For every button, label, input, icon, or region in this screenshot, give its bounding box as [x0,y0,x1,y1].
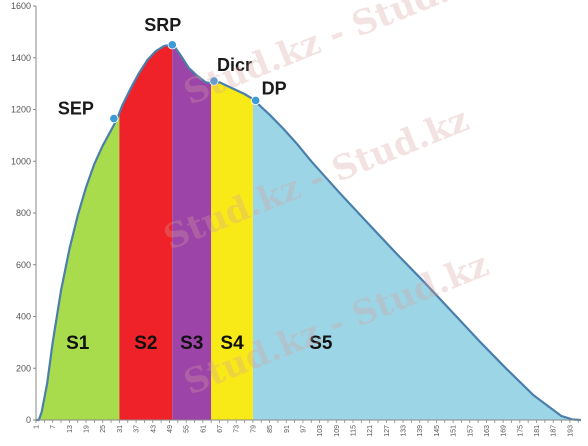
y-tick-label: 1200 [11,105,31,115]
point-label-sep: SEP [58,99,94,119]
region-s4 [211,82,253,421]
curve-line [36,43,582,422]
y-tick-label: 200 [16,363,31,373]
region-label-s5: S5 [309,333,333,354]
y-tick-label: 800 [16,208,31,218]
x-tick-label: 97 [300,425,307,433]
y-tick-label: 0 [26,415,31,425]
x-tick-label: 55 [184,425,191,433]
x-tick-label: 193 [567,425,574,437]
x-tick-label: 37 [134,425,141,433]
x-tick-label: 19 [84,425,91,433]
watermark-text: Stud.kz - Stud.kz [178,0,494,113]
region-label-s2: S2 [134,333,157,354]
curve-outline [36,43,582,422]
x-tick-label: 127 [384,425,391,437]
x-tick-label: 169 [501,425,508,437]
y-tick-label: 1000 [11,156,31,166]
y-tick-label: 400 [16,312,31,322]
x-tick-label: 49 [167,425,174,433]
x-tick-label: 181 [534,425,541,437]
x-tick-label: 163 [484,425,491,437]
y-tick-labels: 0 200 400 600 800 1000 1200 1400 1600 [11,1,36,425]
x-tick-label: 7 [50,425,57,429]
x-tick-label: 145 [434,425,441,437]
point-label-srp: SRP [144,15,181,35]
x-tick-label: 121 [367,425,374,437]
marker-points [109,40,261,124]
x-tick-label: 139 [417,425,424,437]
x-tick-label: 73 [234,425,241,433]
x-tick-label: 91 [284,425,291,433]
region-label-s3: S3 [180,333,203,354]
x-tick-label: 151 [451,425,458,437]
marker-sep [109,113,119,124]
x-tick-label: 115 [351,425,358,436]
marker-dicr [209,76,219,86]
x-tick-labels: 1 7 13 19 25 31 37 43 49 55 61 67 73 79 85 91 97 103 109 11… [34,420,579,437]
region-s5 [252,99,581,420]
point-labels: SEP SRP Dicr DP [58,15,287,119]
x-tick-label: 133 [401,425,408,437]
region-labels: S1 S2 S3 S4 S5 [66,333,333,354]
x-tick-label: 61 [200,425,207,433]
point-label-dp: DP [262,78,287,98]
marker-dp [251,95,261,106]
x-tick-label: 43 [150,425,157,433]
y-tick-label: 600 [16,260,31,270]
x-tick-label: 157 [467,425,474,437]
x-tick-label: 67 [217,425,224,433]
region-label-s4: S4 [220,333,244,354]
x-tick-label: 109 [334,425,341,437]
point-label-dicr: Dicr [217,55,252,75]
marker-srp [167,40,177,50]
region-label-s1: S1 [66,333,90,354]
x-tick-label: 175 [517,425,524,437]
x-tick-label: 103 [317,425,324,437]
x-tick-label: 31 [117,425,124,433]
region-s1 [36,112,120,420]
region-s3 [172,46,212,420]
x-tick-label: 1 [34,425,41,429]
x-tick-label: 13 [67,425,74,433]
x-tick-label: 25 [100,425,107,433]
x-tick-label: 85 [267,425,274,433]
y-tick-label: 1400 [11,53,31,63]
x-tick-label: 79 [250,425,257,433]
region-fills [36,44,581,421]
x-tick-label: 187 [551,425,558,437]
y-tick-label: 1600 [11,1,31,11]
region-s2 [119,44,173,421]
